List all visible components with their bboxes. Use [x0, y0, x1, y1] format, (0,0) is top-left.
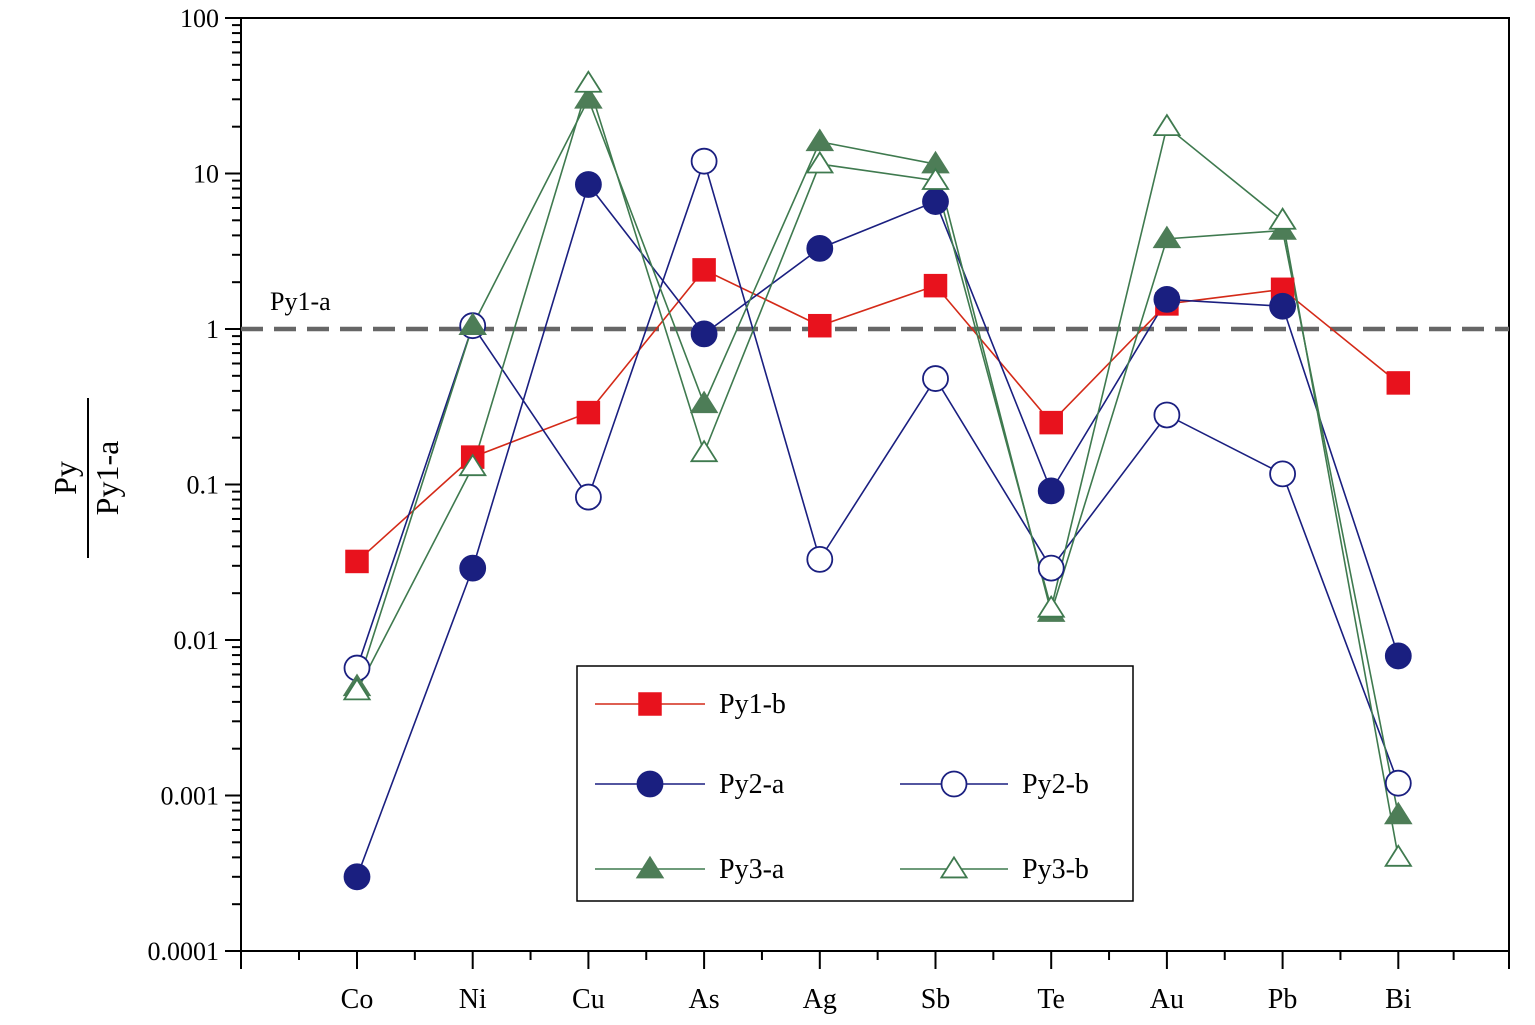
legend: Py1-b Py2-a Py2-b Py3-a Py3-b	[576, 665, 1134, 902]
y-axis-title-denominator: Py1-a	[89, 441, 125, 516]
marker-py2-b	[1153, 401, 1181, 429]
series-group	[342, 70, 1413, 891]
marker-py3-b	[458, 453, 487, 477]
y-tick-label: 1	[206, 315, 219, 344]
marker-py3-a	[574, 86, 603, 109]
marker-py3-a	[635, 855, 665, 879]
marker-py1-b	[692, 258, 716, 282]
marker-py3-b	[342, 677, 372, 701]
marker-py3-b	[1268, 207, 1297, 230]
series-line-path	[356, 80, 1400, 858]
marker-py3-b	[574, 70, 603, 93]
marker-py2-b	[1037, 554, 1065, 582]
x-tick-label: Sb	[921, 984, 951, 1015]
y-axis-title: Py Py1-a	[47, 398, 125, 558]
marker-py2-a	[1153, 286, 1181, 313]
marker-py3-b	[1384, 844, 1413, 867]
x-tick-label: Bi	[1385, 984, 1412, 1015]
marker-py1-b	[1386, 371, 1411, 395]
legend-item-py3-b: Py3-b	[900, 854, 1089, 885]
legend-item-py1-b: Py1-b	[595, 689, 786, 720]
marker-py1-b	[808, 313, 832, 338]
marker-py2-a	[1269, 292, 1296, 320]
marker-py1-b	[1039, 410, 1063, 435]
marker-py1-b	[923, 273, 948, 298]
y-axis-title-numerator: Py	[47, 461, 83, 495]
series-line-py1-b	[356, 268, 1399, 563]
reference-line-group: Py1-a	[241, 287, 1509, 332]
marker-py2-a	[1037, 477, 1065, 505]
y-tick-label: 100	[180, 4, 219, 33]
marker-py3-b	[689, 439, 719, 463]
series-line-path	[356, 182, 1400, 878]
x-tick-label: Ni	[459, 984, 487, 1015]
series-line-py3-a	[356, 97, 1400, 816]
marker-py3-b	[939, 855, 969, 879]
marker-py3-a	[805, 128, 835, 152]
marker-py2-b	[690, 147, 718, 175]
x-tick-label: Pb	[1268, 984, 1298, 1015]
x-tick-label: Au	[1150, 984, 1184, 1015]
series-line-path	[356, 158, 1400, 784]
marker-py3-b	[1152, 113, 1182, 137]
marker-py1-b	[638, 692, 662, 716]
series-line-py2-a	[356, 182, 1400, 878]
marker-py2-b	[1384, 769, 1412, 797]
marker-py2-b	[940, 770, 968, 798]
marker-py1-b	[576, 400, 601, 425]
legend-label: Py1-b	[719, 689, 786, 720]
marker-py3-b	[921, 167, 950, 190]
marker-py2-a	[459, 554, 487, 582]
axes: 0.0001 0.001 0.01 0.1 1 10 100 Co Ni Cu As Ag Sb Te Au…	[148, 4, 1510, 1015]
y-tick-label: 0.01	[174, 626, 220, 655]
y-tick-label: 0.0001	[148, 937, 220, 966]
legend-label: Py2-a	[719, 769, 785, 800]
reference-line-label: Py1-a	[270, 287, 331, 316]
marker-py2-b	[922, 365, 949, 392]
y-tick-label: 10	[193, 160, 219, 189]
legend-label: Py3-b	[1022, 854, 1089, 885]
y-tick-label: 0.1	[187, 471, 220, 500]
series-markers-py2-b	[343, 147, 1412, 797]
x-tick-label: Co	[341, 984, 374, 1015]
series-markers-py2-a	[343, 171, 1412, 891]
x-tick-label: Cu	[572, 984, 605, 1015]
x-tick-label: Ag	[803, 984, 837, 1015]
x-tick-label: Te	[1037, 984, 1065, 1015]
legend-item-py2-b: Py2-b	[900, 769, 1089, 800]
series-markers-py3-b	[342, 70, 1413, 867]
marker-py2-a	[343, 863, 371, 891]
marker-py2-a	[1384, 642, 1412, 670]
marker-py1-b	[345, 549, 369, 574]
series-line-path	[356, 268, 1399, 563]
marker-py3-a	[1152, 225, 1182, 249]
marker-py3-b	[1036, 594, 1066, 618]
marker-py2-a	[575, 171, 602, 198]
series-line-path	[356, 97, 1400, 816]
y-tick-label: 0.001	[161, 782, 220, 811]
series-line-py2-b	[356, 158, 1400, 784]
legend-label: Py2-b	[1022, 769, 1089, 800]
legend-item-py3-a: Py3-a	[595, 854, 785, 885]
marker-py3-a	[1384, 801, 1413, 825]
marker-py2-a	[636, 770, 664, 798]
legend-label: Py3-a	[719, 854, 785, 885]
marker-py2-b	[1269, 460, 1296, 488]
marker-py3-b	[805, 150, 835, 174]
x-tick-label: As	[689, 984, 720, 1015]
marker-py2-b	[575, 483, 602, 511]
marker-py2-a	[806, 234, 834, 262]
legend-item-py2-a: Py2-a	[595, 769, 785, 800]
marker-py3-a	[689, 390, 719, 414]
marker-py2-a	[922, 188, 949, 215]
marker-py2-b	[806, 545, 834, 573]
marker-py2-a	[690, 320, 718, 348]
series-line-py3-b	[356, 80, 1400, 858]
marker-py3-a	[458, 312, 487, 336]
